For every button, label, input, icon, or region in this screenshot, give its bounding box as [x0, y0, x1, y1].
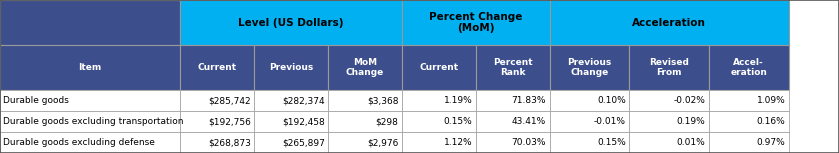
Text: 0.01%: 0.01%: [677, 138, 706, 147]
Text: $265,897: $265,897: [282, 138, 325, 147]
Bar: [180, 0, 402, 45]
Text: Revised
From: Revised From: [649, 58, 689, 77]
Text: -0.02%: -0.02%: [674, 96, 706, 105]
Text: Level (US Dollars): Level (US Dollars): [238, 18, 344, 28]
Text: Current: Current: [420, 63, 458, 72]
Bar: [550, 132, 629, 153]
Bar: [402, 90, 476, 111]
Bar: [402, 111, 476, 132]
Text: Percent Change
(MoM): Percent Change (MoM): [429, 12, 523, 33]
Text: 1.09%: 1.09%: [757, 96, 785, 105]
Bar: [254, 45, 328, 90]
Bar: [709, 90, 789, 111]
Text: $2,976: $2,976: [367, 138, 399, 147]
Bar: [402, 132, 476, 153]
Text: $268,873: $268,873: [208, 138, 251, 147]
Bar: [328, 111, 402, 132]
Bar: [550, 111, 629, 132]
Text: $3,368: $3,368: [367, 96, 399, 105]
Bar: [0, 90, 180, 111]
Bar: [709, 45, 789, 90]
Bar: [550, 45, 629, 90]
Bar: [328, 132, 402, 153]
Text: Percent
Rank: Percent Rank: [492, 58, 533, 77]
Bar: [629, 132, 709, 153]
Text: 1.12%: 1.12%: [444, 138, 472, 147]
Text: $192,756: $192,756: [208, 117, 251, 126]
Text: 70.03%: 70.03%: [512, 138, 546, 147]
Text: Durable goods excluding transportation: Durable goods excluding transportation: [3, 117, 184, 126]
Bar: [180, 132, 254, 153]
Text: 0.19%: 0.19%: [677, 117, 706, 126]
Text: Durable goods excluding defense: Durable goods excluding defense: [3, 138, 155, 147]
Bar: [254, 132, 328, 153]
Bar: [0, 111, 180, 132]
Text: Durable goods: Durable goods: [3, 96, 70, 105]
Bar: [476, 90, 550, 111]
Text: 0.10%: 0.10%: [597, 96, 626, 105]
Bar: [0, 132, 180, 153]
Text: Current: Current: [198, 63, 237, 72]
Bar: [180, 111, 254, 132]
Bar: [629, 90, 709, 111]
Bar: [629, 111, 709, 132]
Bar: [328, 45, 402, 90]
Bar: [180, 90, 254, 111]
Text: MoM
Change: MoM Change: [346, 58, 384, 77]
Text: 0.15%: 0.15%: [597, 138, 626, 147]
Bar: [550, 90, 629, 111]
Text: Acceleration: Acceleration: [632, 18, 706, 28]
Text: -0.01%: -0.01%: [594, 117, 626, 126]
Text: Accel-
eration: Accel- eration: [731, 58, 767, 77]
Text: 0.97%: 0.97%: [757, 138, 785, 147]
Bar: [0, 45, 180, 90]
Bar: [402, 45, 476, 90]
Bar: [328, 90, 402, 111]
Text: 0.15%: 0.15%: [444, 117, 472, 126]
Bar: [709, 111, 789, 132]
Text: $282,374: $282,374: [282, 96, 325, 105]
Text: Previous: Previous: [269, 63, 313, 72]
Bar: [476, 111, 550, 132]
Bar: [254, 111, 328, 132]
Text: $192,458: $192,458: [282, 117, 325, 126]
Text: Item: Item: [79, 63, 102, 72]
Text: 43.41%: 43.41%: [512, 117, 546, 126]
Bar: [476, 45, 550, 90]
Text: Previous
Change: Previous Change: [567, 58, 612, 77]
Text: $298: $298: [376, 117, 399, 126]
Bar: [629, 45, 709, 90]
Bar: [180, 45, 254, 90]
Bar: [550, 0, 789, 45]
Bar: [476, 132, 550, 153]
Bar: [402, 0, 550, 45]
Text: 71.83%: 71.83%: [512, 96, 546, 105]
Text: 0.16%: 0.16%: [757, 117, 785, 126]
Text: $285,742: $285,742: [208, 96, 251, 105]
Bar: [0, 0, 180, 45]
Bar: [254, 90, 328, 111]
Text: 1.19%: 1.19%: [444, 96, 472, 105]
Bar: [709, 132, 789, 153]
